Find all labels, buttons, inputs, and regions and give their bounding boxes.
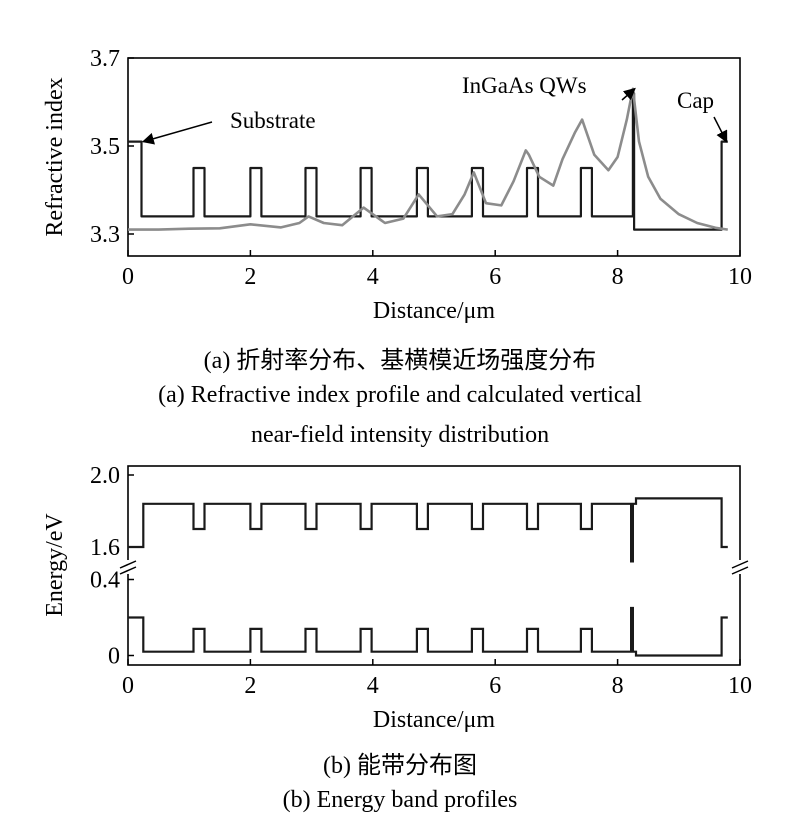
annotation-label: Substrate — [230, 108, 316, 133]
panel-a-x-axis-label: Distance/μm — [373, 298, 496, 324]
panel-b-x-tick-label: 6 — [489, 673, 501, 699]
panel-b-series — [128, 497, 728, 657]
panel-a-y-tick-label: 3.3 — [90, 222, 120, 248]
conduction-band-line — [128, 497, 728, 563]
panel-b-x-tick-label: 0 — [122, 673, 134, 699]
annotation-arrow — [713, 116, 728, 143]
panel-b-axis-break-right — [731, 560, 749, 575]
near-field-intensity-line — [128, 87, 728, 231]
panel-b-x-ticks: 0 2 4 6 8 10 — [122, 659, 752, 699]
panel-a-x-ticks: 0 2 4 6 8 10 — [122, 250, 752, 290]
panel-b-energy-band: 0 2 4 6 8 10 0 0.4 1.6 2.0 Energy/eV Distance/μm — [42, 463, 752, 733]
panel-b-y-tick-label: 1.6 — [90, 535, 120, 561]
panel-a-series — [128, 87, 728, 231]
caption-a-chinese: (a) 折射率分布、基横模近场强度分布 — [203, 348, 597, 374]
panel-b-x-tick-label: 2 — [244, 673, 256, 699]
valence-band-line — [128, 606, 728, 657]
panel-a-y-tick-label: 3.7 — [90, 46, 120, 72]
panel-b-y-ticks: 0 0.4 1.6 2.0 — [90, 463, 134, 670]
panel-a-x-tick-label: 6 — [489, 264, 501, 290]
panel-a-y-ticks: 3.3 3.5 3.7 — [90, 46, 134, 248]
annotation-label: Cap — [677, 88, 714, 113]
panel-b-x-tick-label: 4 — [367, 673, 379, 699]
panel-b-x-tick-label: 10 — [728, 673, 752, 699]
panel-b-y-tick-label: 2.0 — [90, 463, 120, 489]
annotation-arrow — [621, 87, 636, 101]
caption-b-chinese: (b) 能带分布图 — [323, 753, 477, 779]
panel-b-x-tick-label: 8 — [612, 673, 624, 699]
panel-a-x-tick-label: 8 — [612, 264, 624, 290]
panel-a-plot-frame — [127, 57, 741, 257]
panel-a-x-tick-label: 2 — [244, 264, 256, 290]
panel-a-y-tick-label: 3.5 — [90, 134, 120, 160]
caption-a-english-line1: (a) Refractive index profile and calcula… — [158, 382, 642, 408]
caption-b-english: (b) Energy band profiles — [282, 787, 518, 813]
panel-a-y-axis-label: Refractive index — [42, 77, 68, 236]
panel-b-y-axis-label: Energy/eV — [42, 513, 68, 617]
refractive-index-profile-line — [128, 92, 728, 231]
annotation-label: InGaAs QWs — [462, 73, 587, 98]
panel-a-x-tick-label: 10 — [728, 264, 752, 290]
panel-a-annotations: Substrate InGaAs QWs Cap — [141, 73, 728, 145]
panel-b-y-tick-label: 0 — [108, 644, 120, 670]
panel-a-x-tick-label: 4 — [367, 264, 379, 290]
panel-b-axis-break-left — [119, 560, 137, 575]
panel-b-x-axis-label: Distance/μm — [373, 707, 496, 733]
panel-a-x-tick-label: 0 — [122, 264, 134, 290]
caption-a-english-line2: near-field intensity distribution — [250, 422, 550, 448]
panel-a-refractive-index: 0 2 4 6 8 10 3.3 3.5 3.7 Substrate InGaAs QWs Cap… — [42, 46, 752, 324]
panel-b-plot-frame — [127, 465, 741, 666]
panel-b-y-tick-label: 0.4 — [90, 568, 120, 594]
annotation-arrow — [141, 121, 213, 145]
